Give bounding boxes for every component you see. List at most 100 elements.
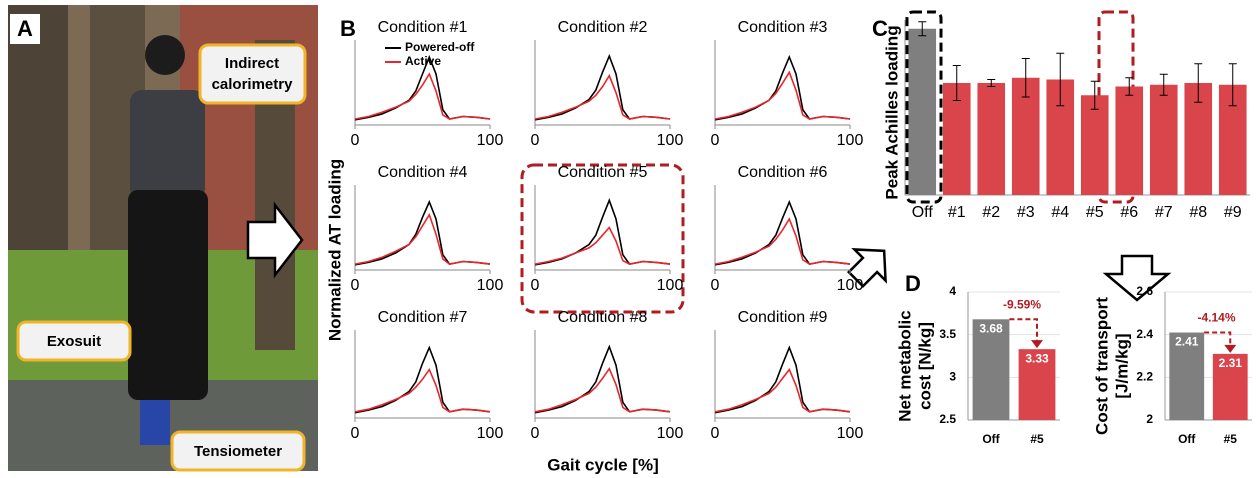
error-bar [1194,63,1203,103]
x-tick-label: 100 [657,132,684,149]
highlight-box [905,10,943,204]
x-tick-label: #2 [982,204,1000,221]
x-tick-label: 100 [837,132,864,149]
x-tick-label: #5 [1086,204,1104,221]
data-line [534,73,671,120]
annotation: -9.59% [1003,297,1041,311]
callout-text: Exosuit [47,333,101,350]
data-line [354,199,491,266]
chart-title: Condition #7 [378,309,468,326]
x-tick-label: #6 [1120,204,1138,221]
x-tick-label: 0 [711,132,720,149]
x-tick-label: #9 [1224,204,1242,221]
data-line [354,72,491,120]
data-line [534,226,671,265]
x-tick-label: 0 [351,425,360,442]
x-tick-label: 0 [351,132,360,149]
value-label: 3.68 [979,321,1003,335]
x-tick-label: 0 [711,425,720,442]
bar [1149,84,1178,195]
x-tick-label: Off [1178,432,1196,446]
error-bar [1125,77,1134,96]
bar [1212,353,1248,420]
error-bar [1056,52,1065,107]
x-tick-label: #5 [1030,432,1044,446]
data-line [714,54,851,121]
callout [198,43,307,105]
error-bar [987,79,996,87]
x-tick-label: 0 [351,277,360,294]
y-tick-label: 2.6 [1136,284,1153,298]
panel-label-box [10,14,40,44]
data-line [714,70,851,120]
highlight-box [520,163,685,314]
callout-text: calorimetry [212,76,294,93]
panel-label: A [17,16,33,41]
y-axis-label: cost [N/kg] [915,322,934,410]
x-tick-label: 100 [477,132,504,149]
data-line [534,198,671,266]
panel-label: C [872,16,888,41]
y-axis-label: Cost of transport [1092,297,1111,435]
bar [1080,95,1109,195]
value-label: 2.31 [1219,356,1243,370]
value-label: 2.41 [1175,335,1199,349]
annotation-line [1009,318,1038,342]
y-tick-label: 2.5 [939,412,956,426]
x-tick-label: #3 [1017,204,1035,221]
annotation-arrow [1031,340,1043,349]
x-tick-label: Off [982,432,1000,446]
bar [1018,349,1056,420]
error-bar [1090,80,1099,110]
x-axis-label: Gait cycle [%] [547,455,659,474]
y-tick-label: 2.2 [1136,370,1153,384]
error-bar [1021,58,1030,98]
chart-title: Condition #9 [738,309,828,326]
error-bar [1159,73,1168,96]
annotation: -4.14% [1197,311,1235,325]
arrow [1102,254,1172,302]
y-axis-label: [J/m/kg] [1112,333,1131,398]
y-tick-label: 3 [949,370,956,384]
arrow [847,248,887,288]
error-bar [1228,63,1237,107]
chart-title: Condition #2 [558,19,648,36]
x-tick-label: 100 [837,425,864,442]
x-tick-label: #7 [1155,204,1173,221]
bar [908,28,937,195]
error-bar [952,65,961,101]
data-line [714,199,851,266]
legend-label: Powered-off [405,40,475,54]
bar [1169,332,1205,420]
x-tick-label: #5 [1224,432,1238,446]
data-line [534,367,671,413]
chart-title: Condition #8 [558,309,648,326]
data-line [714,217,851,265]
y-axis-label: Normalized AT loading [325,159,344,341]
y-axis-label: Net metabolic [895,310,914,421]
x-tick-label: 100 [477,425,504,442]
chart-title: Condition #4 [378,164,468,181]
y-axis-label: Peak Achilles loading [882,25,901,199]
value-label: 3.33 [1025,351,1049,365]
bar [972,319,1010,420]
y-tick-label: 2.4 [1136,327,1153,341]
x-tick-label: #1 [948,204,966,221]
annotation-line [1204,331,1232,346]
chart-title: Condition #3 [738,19,828,36]
data-line [354,367,491,413]
callout [16,320,132,362]
x-tick-label: 100 [837,277,864,294]
y-tick-label: 3.5 [939,327,956,341]
chart-title: Condition #6 [738,164,828,181]
bar [977,83,1006,195]
data-line [714,368,851,413]
x-tick-label: 100 [657,425,684,442]
error-bar [918,21,927,37]
y-tick-label: 2 [1146,412,1153,426]
callout-text: Tensiometer [194,443,282,460]
bar [1115,86,1144,195]
callout [170,430,306,472]
panel-label: B [340,16,356,41]
